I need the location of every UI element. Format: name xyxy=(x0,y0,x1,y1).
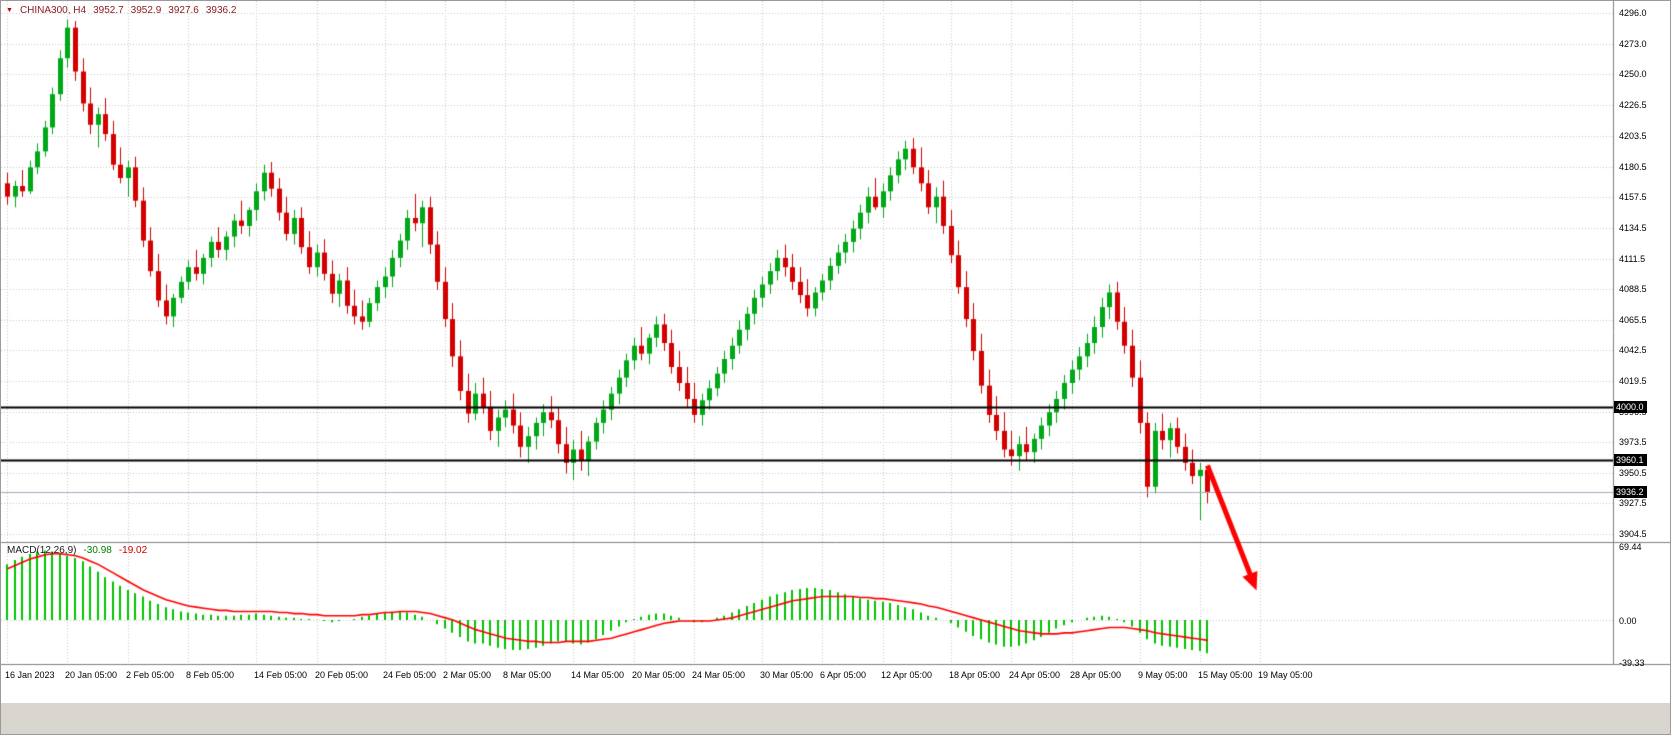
price-tick-label: 4203.5 xyxy=(1619,131,1647,141)
time-tick-label: 20 Feb 05:00 xyxy=(315,670,369,680)
macd-main-value: -30.98 xyxy=(83,545,112,556)
time-tick-label: 19 May 05:00 xyxy=(1258,670,1313,680)
time-tick-label: 8 Mar 05:00 xyxy=(503,670,552,680)
time-tick-label: 28 Apr 05:00 xyxy=(1070,670,1122,680)
time-tick-label: 14 Feb 05:00 xyxy=(254,670,308,680)
price-tick-label: 4273.0 xyxy=(1619,39,1647,49)
price-badge-resistance-4000: 4000.0 xyxy=(1614,401,1647,413)
quote-open: 3952.7 xyxy=(93,5,124,16)
time-tick-label: 8 Feb 05:00 xyxy=(186,670,235,680)
time-tick-label: 14 Mar 05:00 xyxy=(571,670,625,680)
price-tick-label: 4042.5 xyxy=(1619,345,1647,355)
macd-indicator-label: MACD(12,26,9) -30.98 -19.02 xyxy=(7,545,147,556)
quote-low: 3927.6 xyxy=(168,5,199,16)
price-tick-label: 4065.5 xyxy=(1619,315,1647,325)
price-badge-support-3960: 3960.1 xyxy=(1614,454,1647,466)
time-tick-label: 6 Apr 05:00 xyxy=(820,670,867,680)
time-tick-label: 9 May 05:00 xyxy=(1138,670,1188,680)
price-badge-current-price: 3936.2 xyxy=(1614,486,1647,498)
price-tick-label: 4250.0 xyxy=(1619,69,1647,79)
price-tick-label: 4180.5 xyxy=(1619,162,1647,172)
price-tick-label: 3927.5 xyxy=(1619,498,1647,508)
symbol-dropdown-icon[interactable]: ▼ xyxy=(6,6,13,14)
price-tick-label: 4226.5 xyxy=(1619,100,1647,110)
time-tick-label: 2 Mar 05:00 xyxy=(443,670,492,680)
macd-signal-value: -19.02 xyxy=(118,545,148,556)
price-tick-label: 4111.5 xyxy=(1619,254,1646,264)
time-tick-label: 12 Apr 05:00 xyxy=(881,670,933,680)
quote-close: 3936.2 xyxy=(205,5,237,16)
time-tick-label: 15 May 05:00 xyxy=(1198,670,1253,680)
macd-tick-label: -39.33 xyxy=(1619,658,1645,668)
time-tick-label: 20 Mar 05:00 xyxy=(632,670,686,680)
macd-name: MACD(12,26,9) xyxy=(7,545,77,556)
time-tick-label: 30 Mar 05:00 xyxy=(760,670,814,680)
price-tick-label: 4088.5 xyxy=(1619,284,1647,294)
time-tick-label: 20 Jan 05:00 xyxy=(65,670,118,680)
time-tick-label: 2 Feb 05:00 xyxy=(126,670,175,680)
time-tick-label: 18 Apr 05:00 xyxy=(949,670,1001,680)
price-tick-label: 3950.5 xyxy=(1619,468,1647,478)
quote-high: 3952.9 xyxy=(130,5,162,16)
time-tick-label: 16 Jan 2023 xyxy=(5,670,55,680)
time-tick-label: 24 Mar 05:00 xyxy=(692,670,746,680)
macd-tick-label: 0.00 xyxy=(1619,616,1637,626)
time-tick-label: 24 Feb 05:00 xyxy=(383,670,437,680)
window-bottom-strip xyxy=(1,703,1670,734)
price-tick-label: 3973.5 xyxy=(1619,437,1647,447)
time-tick-label: 24 Apr 05:00 xyxy=(1009,670,1061,680)
symbol-timeframe-label: CHINA300, H4 xyxy=(19,5,87,16)
chart-quote-overlay: ▼ CHINA300, H4 3952.7 3952.9 3927.6 3936… xyxy=(6,5,236,16)
macd-tick-label: 69.44 xyxy=(1619,542,1642,552)
price-tick-label: 4296.0 xyxy=(1619,8,1647,18)
price-tick-label: 3904.5 xyxy=(1619,529,1647,539)
price-tick-label: 4019.5 xyxy=(1619,376,1647,386)
price-tick-label: 4134.5 xyxy=(1619,223,1647,233)
price-tick-label: 4157.5 xyxy=(1619,192,1647,202)
